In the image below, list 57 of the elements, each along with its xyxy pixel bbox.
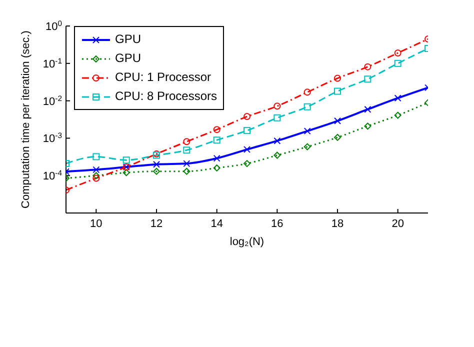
y-axis-title: Computation time per iteration (sec.)	[20, 30, 32, 208]
x-tick-label: 16	[271, 218, 284, 230]
point	[394, 49, 402, 56]
point	[92, 174, 100, 182]
y-tick-label: 10$^{-3}$	[42, 130, 62, 146]
point	[334, 117, 341, 124]
x-tick-label: 18	[331, 218, 344, 230]
point	[304, 103, 311, 110]
point	[183, 160, 190, 168]
point	[334, 134, 341, 141]
point	[334, 88, 341, 95]
y-tick-label: 10$^{0}$	[45, 18, 62, 33]
point	[364, 122, 372, 130]
point	[183, 146, 190, 154]
legend-label: CPU: 1 Processor	[115, 69, 212, 86]
point	[364, 63, 372, 70]
point	[213, 126, 220, 134]
point	[153, 160, 160, 168]
point	[92, 172, 100, 180]
point	[244, 113, 250, 120]
x-tick-label: 14	[210, 218, 223, 230]
point	[304, 128, 311, 135]
point	[122, 169, 130, 176]
point	[334, 74, 341, 82]
x-tick-label: 12	[150, 218, 163, 230]
legend-label: GPU	[115, 50, 142, 67]
point	[274, 102, 281, 110]
point	[364, 106, 372, 113]
point	[394, 60, 402, 67]
point	[92, 153, 100, 160]
point	[213, 164, 220, 172]
x-tick-label: 10	[90, 218, 102, 230]
point	[394, 94, 402, 102]
legend-label: CPU: 8 Processors	[115, 88, 218, 105]
point	[92, 166, 100, 174]
point	[122, 156, 130, 164]
point	[244, 146, 250, 153]
point	[274, 152, 281, 159]
legend-label: GPU	[115, 31, 142, 48]
x-tick-label: 20	[392, 218, 404, 230]
point	[213, 154, 220, 162]
point	[364, 76, 372, 83]
x-axis-title: log₂(N)	[230, 236, 264, 248]
point	[153, 168, 160, 175]
point	[183, 168, 190, 175]
y-tick-label: 10$^{-4}$	[42, 168, 63, 183]
point	[244, 160, 250, 168]
point	[304, 88, 311, 96]
y-tick-label: 10$^{-2}$	[42, 93, 62, 108]
y-tick-label: 10$^{-1}$	[42, 56, 62, 70]
point	[304, 143, 311, 150]
point	[274, 137, 281, 144]
point	[213, 136, 220, 144]
point	[274, 114, 281, 122]
point	[394, 112, 402, 119]
point	[183, 138, 190, 146]
point	[244, 127, 250, 134]
